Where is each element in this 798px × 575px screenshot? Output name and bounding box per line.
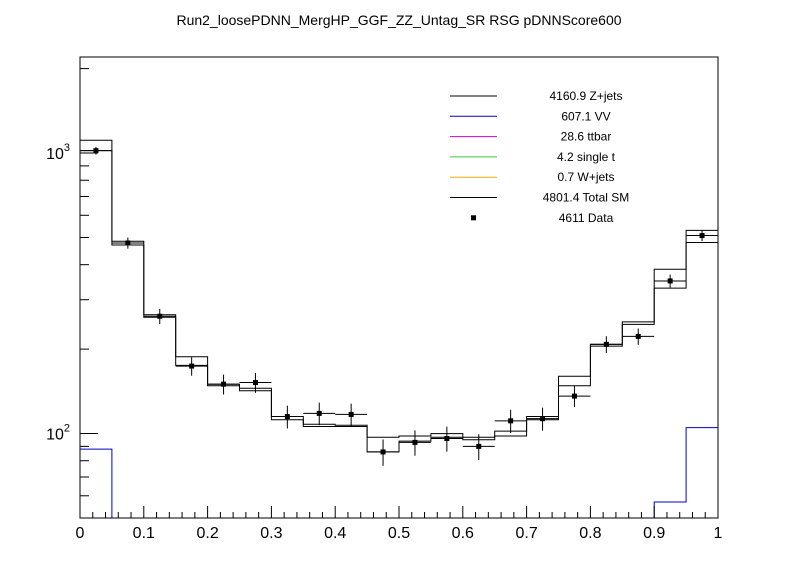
data-marker	[189, 363, 195, 369]
y-tick-label: 102	[46, 423, 70, 444]
x-tick-label: 0.2	[196, 525, 218, 542]
plot-area	[80, 139, 718, 518]
data-marker	[508, 418, 514, 424]
data-marker	[699, 233, 705, 239]
data-marker	[540, 416, 546, 422]
x-tick-label: 1	[714, 525, 723, 542]
legend-item-ttbar: 28.6 ttbar	[450, 130, 611, 144]
data-point	[430, 426, 463, 452]
legend: 4160.9 Z+jets 607.1 VV 28.6 ttbar 4.2 singl…	[450, 89, 629, 225]
data-marker	[571, 393, 577, 399]
data-point	[111, 237, 144, 249]
data-marker	[603, 341, 609, 347]
legend-label: 607.1 VV	[561, 109, 610, 123]
legend-label: 28.6 ttbar	[561, 130, 612, 144]
x-tick-label: 0.5	[388, 525, 410, 542]
data-point	[367, 439, 399, 466]
data-point	[271, 405, 304, 429]
legend-item-data: 4611 Data	[471, 211, 614, 225]
data-marker	[476, 443, 482, 449]
data-point	[303, 402, 336, 426]
legend-item-z-jets: 4160.9 Z+jets	[450, 89, 623, 103]
series-total-sm-line	[80, 139, 718, 438]
data-marker	[667, 278, 673, 284]
data-marker	[444, 436, 450, 442]
chart-title: Run2_loosePDNN_MergHP_GGF_ZZ_Untag_SR RS…	[176, 12, 621, 28]
x-tick-label: 0.9	[643, 525, 665, 542]
legend-item-w-jets: 0.7 W+jets	[450, 170, 615, 184]
legend-item-vv: 607.1 VV	[450, 109, 611, 123]
data-point	[239, 373, 272, 393]
data-marker	[284, 414, 290, 420]
data-marker	[348, 411, 354, 417]
axes: 0 0.1 0.2 0.3 0.4 0.5 0.6 0.7 0.8 0.9 1 103 102	[46, 56, 723, 542]
data-point	[494, 409, 527, 433]
data-marker	[221, 381, 227, 387]
data-marker	[380, 449, 386, 455]
y-tick-label: 103	[46, 142, 70, 163]
data-marker	[93, 148, 99, 154]
data-marker	[252, 380, 258, 386]
legend-item-total-sm: 4801.4 Total SM	[450, 191, 629, 205]
data-marker	[125, 240, 131, 246]
legend-label: 4.2 single t	[557, 150, 616, 164]
data-point	[654, 274, 687, 288]
data-point	[143, 308, 176, 324]
data-point	[399, 430, 431, 456]
legend-marker	[471, 215, 476, 221]
legend-label: 4611 Data	[559, 211, 614, 225]
x-tick-label: 0	[76, 525, 85, 542]
data-marker	[157, 313, 163, 319]
x-tick-label: 0.4	[324, 525, 346, 542]
data-marker	[316, 410, 322, 416]
data-point	[686, 230, 718, 242]
data-point	[462, 434, 495, 460]
data-point	[175, 357, 208, 376]
x-tick-label: 0.6	[452, 525, 474, 542]
data-point	[590, 336, 623, 354]
legend-label: 0.7 W+jets	[557, 170, 614, 184]
x-tick-label: 0.3	[260, 525, 282, 542]
data-marker	[635, 333, 641, 339]
x-tick-label: 0.8	[579, 525, 601, 542]
data-point	[622, 328, 655, 345]
x-tick-label: 0.1	[133, 525, 155, 542]
x-tick-label: 0.7	[515, 525, 537, 542]
legend-label: 4801.4 Total SM	[543, 191, 630, 205]
data-point	[207, 374, 240, 395]
data-point	[335, 403, 368, 427]
legend-label: 4160.9 Z+jets	[549, 89, 622, 103]
data-marker	[412, 439, 418, 445]
data-point	[526, 407, 559, 431]
legend-item-single-t: 4.2 single t	[450, 150, 616, 164]
data-point	[558, 386, 591, 408]
